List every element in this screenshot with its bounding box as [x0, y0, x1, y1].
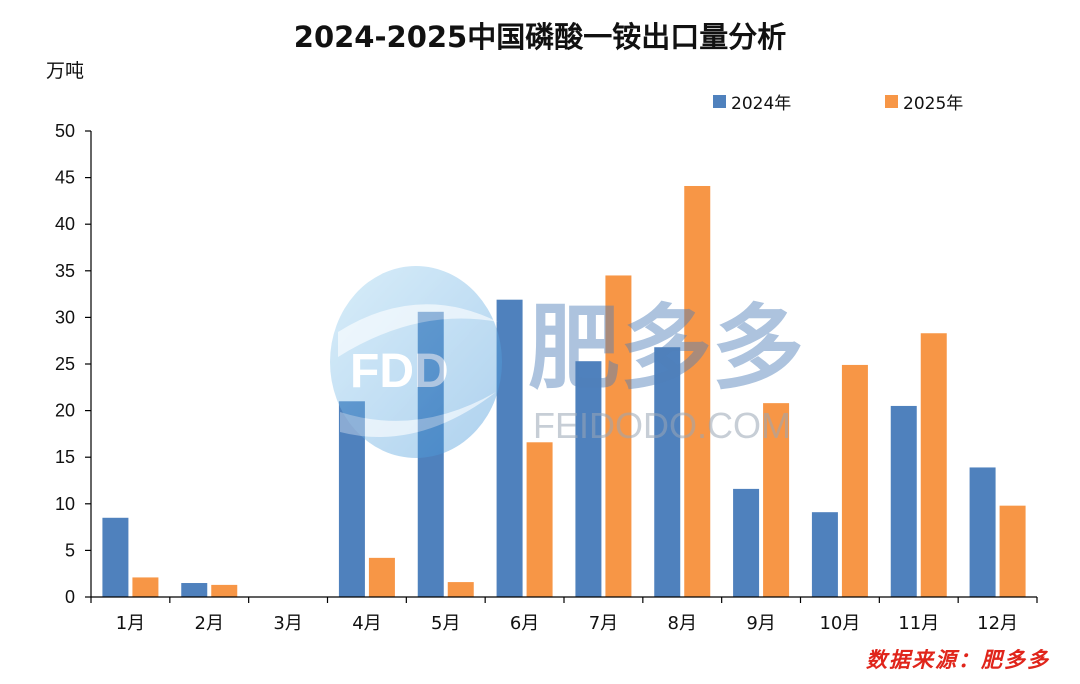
y-tick-label: 15: [55, 447, 75, 467]
legend-swatch-2024: [713, 95, 726, 108]
legend-item-2025: 2025年: [885, 89, 963, 114]
bar-2024年-9月: [733, 488, 760, 597]
bar-2024年-1月: [102, 517, 129, 597]
x-tick-label: 12月: [977, 613, 1018, 634]
bar-2025年-6月: [526, 442, 553, 597]
legend-label-2024: 2024年: [731, 94, 792, 114]
x-tick-label: 5月: [431, 613, 460, 634]
bar-2025年-1月: [132, 577, 159, 597]
x-tick-label: 8月: [668, 613, 697, 634]
y-tick-label: 25: [55, 354, 75, 374]
y-tick-label: 10: [55, 494, 75, 514]
chart-title: 2024-2025中国磷酸一铵出口量分析: [293, 20, 787, 54]
y-tick-label: 20: [55, 401, 75, 421]
data-source-note: 数据来源：肥多多: [866, 648, 1050, 672]
x-tick-label: 2月: [195, 613, 224, 634]
x-tick-label: 1月: [116, 613, 145, 634]
y-tick-label: 50: [55, 121, 75, 141]
x-tick-label: 3月: [273, 613, 302, 634]
y-tick-label: 30: [55, 307, 75, 327]
bar-2024年-11月: [890, 405, 917, 597]
x-tick-label: 11月: [898, 613, 939, 634]
watermark-site-text: FEIDODO.COM: [533, 405, 791, 446]
x-tick-label: 7月: [589, 613, 618, 634]
bar-2025年-4月: [368, 557, 395, 597]
legend-label-2025: 2025年: [903, 94, 964, 114]
legend-swatch-2025: [885, 95, 898, 108]
bar-2025年-8月: [684, 185, 711, 597]
legend-item-2024: 2024年: [713, 89, 791, 114]
watermark-logo: FDD 肥多多 FEIDODO.COM: [330, 266, 804, 458]
watermark-leaf-icon: [330, 266, 502, 458]
bar-2024年-8月: [654, 347, 681, 597]
y-tick-label: 35: [55, 261, 75, 281]
y-tick-label: 45: [55, 168, 75, 188]
x-tick-label: 4月: [352, 613, 381, 634]
watermark-logo-text: FDD: [350, 345, 449, 398]
bar-2025年-5月: [447, 582, 474, 597]
bar-2025年-12月: [999, 505, 1026, 597]
bar-2024年-2月: [181, 583, 208, 597]
y-tick-label: 40: [55, 214, 75, 234]
bar-2025年-2月: [211, 584, 238, 597]
y-tick-label: 0: [65, 587, 75, 607]
bar-2025年-11月: [920, 333, 947, 597]
bar-2025年-7月: [605, 275, 632, 597]
x-tick-label: 10月: [819, 613, 860, 634]
bar-2025年-9月: [763, 403, 790, 597]
y-tick-label: 5: [65, 540, 75, 560]
bar-2025年-10月: [841, 364, 868, 597]
y-axis-unit-label: 万吨: [46, 60, 85, 82]
bar-2024年-7月: [575, 361, 602, 597]
x-tick-label: 6月: [510, 613, 539, 634]
watermark-brand-text: 肥多多: [528, 295, 804, 402]
bar-2024年-12月: [969, 467, 996, 597]
x-tick-label: 9月: [746, 613, 775, 634]
bar-2024年-10月: [811, 512, 838, 597]
